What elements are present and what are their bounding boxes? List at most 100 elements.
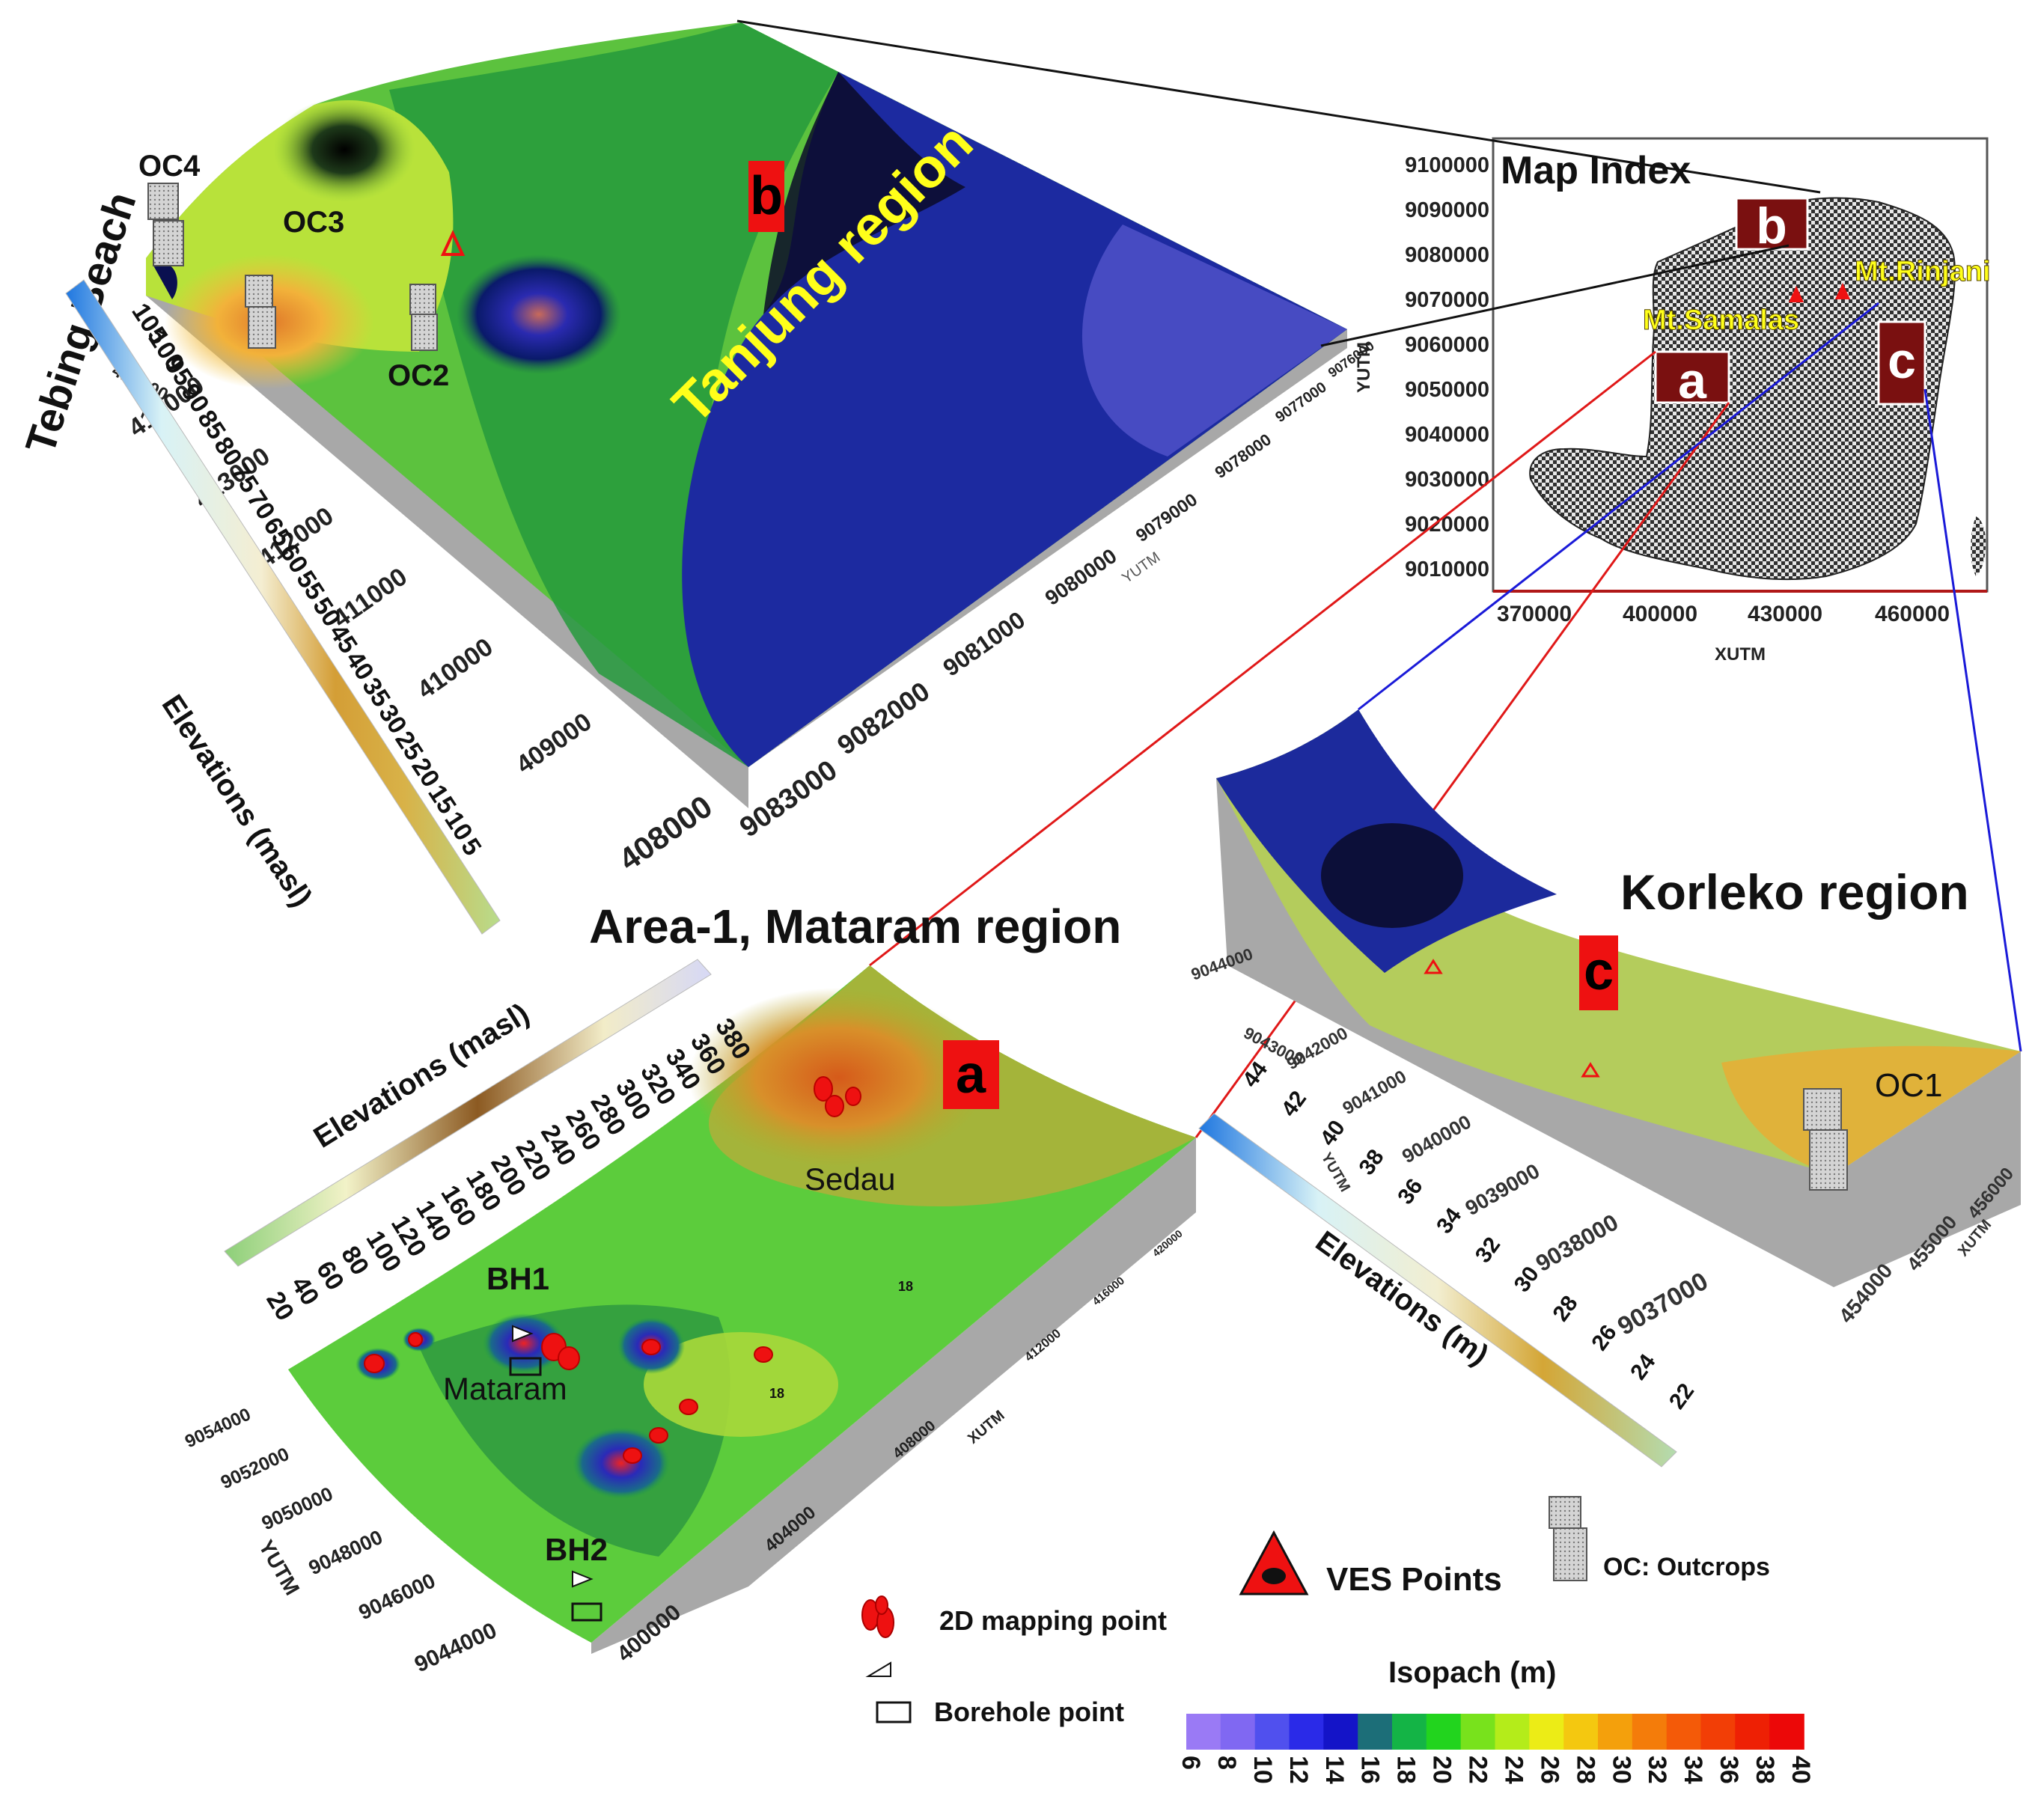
- isopach-swatch: [1358, 1714, 1393, 1750]
- legend-ves-points: VES Points: [1326, 1561, 1502, 1598]
- panel-b-x-tick: 410000: [412, 632, 498, 704]
- link-c-left: [1358, 302, 1879, 711]
- isopach-tick: 18: [1392, 1756, 1421, 1784]
- isopach-swatch: [1426, 1714, 1462, 1750]
- isopach-swatch: [1392, 1714, 1427, 1750]
- panel-b-x-tick: 408000: [612, 788, 718, 877]
- isopach-swatch: [1700, 1714, 1736, 1750]
- lombok-island: [1529, 197, 1956, 581]
- panel-c-legend-tick: 28: [1548, 1291, 1582, 1325]
- panel-a-depression-3: [573, 1427, 670, 1499]
- isopach-tick: 24: [1500, 1756, 1528, 1784]
- panel-c-korleko: c OC1 Korleko region 9044000 9043000 904…: [1189, 709, 2021, 1468]
- panel-c-legend-tick: 36: [1393, 1174, 1427, 1209]
- map-index-x-axis: 370000 400000 430000 460000 XUTM: [1497, 602, 1950, 665]
- panel-b-oc4-label: OC4: [138, 150, 201, 183]
- map-index-y-tick: 9060000: [1405, 333, 1489, 357]
- isopach-ticks: 6 8 10 12 14 16 18 20 22 24 26 28 30 32 34 36 38 40: [1177, 1756, 1815, 1784]
- isopach-title: Isopach (m): [1388, 1656, 1556, 1689]
- panel-b-tanjung: b Tanjung region Tebing Beach OC4 OC3 OC…: [16, 22, 1377, 935]
- mapping-point: [408, 1332, 423, 1347]
- panel-c-legend-tick: 42: [1277, 1087, 1311, 1121]
- map-index-y-tick: 9020000: [1405, 513, 1489, 537]
- isopach-swatch: [1529, 1714, 1564, 1750]
- mapping-point: [679, 1399, 698, 1415]
- panel-a-bh1-depression: [483, 1313, 565, 1373]
- panel-a-y-tick: 9046000: [355, 1569, 439, 1624]
- panel-a-region-title: Area-1, Mataram region: [589, 900, 1121, 953]
- map-index-y-tick: 9100000: [1405, 153, 1489, 177]
- panel-c-legend-tick: 22: [1665, 1379, 1699, 1414]
- map-index-x-tick: 460000: [1875, 602, 1950, 626]
- map-index: Map Index 9100000 9090000 9080000 907000…: [1354, 137, 1991, 665]
- panel-c-legend-tick: 44: [1238, 1057, 1272, 1092]
- isopach-swatch: [1632, 1714, 1668, 1750]
- isopach-tick: 16: [1356, 1756, 1385, 1784]
- map-index-y-tick: 9040000: [1405, 423, 1489, 447]
- panel-c-legend-bar: [1198, 1113, 1677, 1468]
- isopach-swatch: [1323, 1714, 1358, 1750]
- index-peak-1: Mt.Rinjani: [1855, 256, 1991, 287]
- mapping-point: [641, 1339, 661, 1355]
- legend-mapping-point: 2D mapping point: [939, 1605, 1167, 1636]
- islet: [1971, 516, 1986, 576]
- panel-b-y-tick: 9083000: [734, 754, 843, 843]
- mapping-point: [754, 1346, 773, 1363]
- symbol-legend: 2D mapping point Borehole point VES Poin…: [861, 1496, 1815, 1784]
- index-tag-c: c: [1888, 332, 1916, 389]
- panel-a-y-tick: 9054000: [182, 1404, 254, 1452]
- panel-b-oc2-label: OC2: [388, 359, 449, 392]
- map-index-y-tick: 9050000: [1405, 378, 1489, 402]
- link-b-top: [736, 19, 1821, 194]
- index-tag-c-box: [1877, 320, 1926, 406]
- mapping-point: [558, 1346, 580, 1370]
- panel-a-side-wall: [591, 1138, 1196, 1654]
- panel-a-y-tick: 9044000: [411, 1618, 501, 1677]
- panel-c-region-title: Korleko region: [1620, 864, 1969, 920]
- isopach-tick: 12: [1284, 1756, 1313, 1784]
- isopach-scale: [1186, 1714, 1804, 1750]
- map-index-y-tick: 9070000: [1405, 288, 1489, 312]
- isopach-swatch: [1289, 1714, 1325, 1750]
- panel-c-legend-tick: 32: [1471, 1233, 1505, 1267]
- panel-a-place-2: Mataram: [443, 1371, 567, 1406]
- index-tag-b: b: [1756, 198, 1787, 254]
- panel-a-y-tick: 9048000: [305, 1526, 386, 1580]
- panel-a-bh1-label: BH1: [486, 1261, 549, 1296]
- isopach-swatch: [1735, 1714, 1770, 1750]
- panel-c-oc1-label: OC1: [1875, 1067, 1942, 1104]
- panel-c-y-tick: 9037000: [1613, 1267, 1713, 1341]
- panel-b-violet-zone: [1081, 225, 1347, 456]
- isopach-swatch: [1666, 1714, 1702, 1750]
- panel-c-outcrop-oc1: [1803, 1088, 1848, 1191]
- panel-c-y-axis-title: YUTM: [1318, 1150, 1353, 1195]
- panel-c-y-tick: 9044000: [1189, 944, 1255, 984]
- map-index-y-tick: 9080000: [1405, 243, 1489, 267]
- panel-b-x-tick: 409000: [511, 707, 597, 779]
- index-peak-2: Mt.Samalas: [1643, 305, 1799, 336]
- panel-a-mataram: a Sedau Mataram 18 18 BH1 BH2: [182, 900, 1196, 1677]
- map-index-x-tick: 370000: [1497, 602, 1572, 626]
- isopach-tick: 22: [1464, 1756, 1492, 1784]
- connector-lines: [736, 19, 2022, 1138]
- panel-b-tag-box: [748, 161, 784, 232]
- isopach-tick: 14: [1320, 1756, 1349, 1784]
- panel-b-outcrop-oc2: [409, 284, 438, 351]
- isopach-tick: 40: [1787, 1756, 1815, 1784]
- panel-b-dark-band: [763, 72, 965, 314]
- peak-marker-1: [1789, 286, 1804, 302]
- panel-b-ves-marker: [440, 230, 466, 256]
- isopach-swatch: [1769, 1714, 1804, 1750]
- isopach-tick: 26: [1535, 1756, 1563, 1784]
- mapping-point-icon: [861, 1595, 894, 1638]
- panel-b-outcrop-oc4: [147, 183, 184, 266]
- index-tag-a-box: [1654, 350, 1730, 404]
- panel-b-y-tick: 9079000: [1132, 489, 1201, 546]
- panel-a-sedau-hill: [689, 988, 988, 1167]
- isopach-tick: 34: [1679, 1756, 1707, 1784]
- panel-c-y-tick: 9039000: [1462, 1159, 1544, 1220]
- index-tag-a: a: [1678, 352, 1707, 409]
- isopach-tick: 8: [1212, 1756, 1241, 1770]
- panel-c-legend-tick: 26: [1587, 1321, 1621, 1355]
